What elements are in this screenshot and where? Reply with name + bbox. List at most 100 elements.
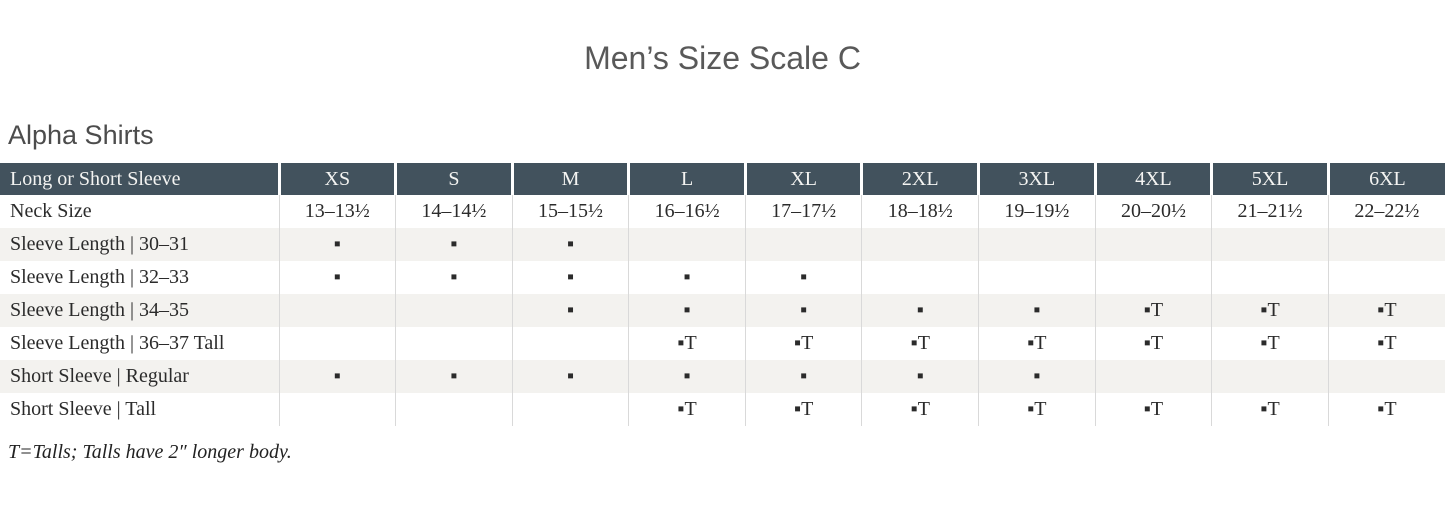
size-cell-3xl: 19–19½ <box>978 195 1096 228</box>
size-cell-l: 16–16½ <box>628 195 746 228</box>
size-cell-6xl: 22–22½ <box>1327 195 1445 228</box>
size-cell-m: ▪ <box>511 360 629 393</box>
size-cell-xl: ▪T <box>744 327 862 360</box>
size-cell-6xl <box>1327 228 1445 261</box>
size-cell-xs: 13–13½ <box>278 195 396 228</box>
header-cell-size-3xl: 3XL <box>977 163 1096 195</box>
size-cell-xl: 17–17½ <box>744 195 862 228</box>
size-chart-header: Long or Short Sleeve XS S M L XL 2XL 3XL 4XL 5XL 6… <box>0 163 1445 195</box>
size-cell-6xl <box>1327 261 1445 294</box>
size-cell-xl <box>744 228 862 261</box>
page-title: Men’s Size Scale C <box>584 40 861 76</box>
size-cell-5xl <box>1211 228 1329 261</box>
table-row: Sleeve Length | 36–37 Tall ▪T ▪T ▪T ▪T ▪T ▪T ▪T <box>0 327 1445 360</box>
size-cell-3xl <box>978 261 1096 294</box>
row-label: Sleeve Length | 34–35 <box>0 294 279 327</box>
size-cell-6xl: ▪T <box>1327 393 1445 426</box>
footnote-talls: T=Talls; Talls have 2″ longer body. <box>8 441 292 463</box>
size-cell-5xl <box>1211 360 1329 393</box>
size-cell-5xl: ▪T <box>1211 393 1329 426</box>
row-label: Sleeve Length | 36–37 Tall <box>10 332 225 354</box>
size-cell-l: ▪T <box>628 327 746 360</box>
size-cell-s <box>395 327 513 360</box>
size-cell-5xl: ▪T <box>1211 327 1329 360</box>
size-cell-5xl <box>1211 261 1329 294</box>
size-cell-5xl: ▪T <box>1211 294 1329 327</box>
size-cell-m: 15–15½ <box>511 195 629 228</box>
size-cell-3xl: ▪ <box>978 360 1096 393</box>
size-cell-l: ▪ <box>628 261 746 294</box>
section-heading-alpha-shirts: Alpha Shirts <box>8 120 154 150</box>
size-cell-3xl: ▪ <box>978 294 1096 327</box>
size-cell-l: ▪T <box>628 393 746 426</box>
size-cell-xl: ▪T <box>744 393 862 426</box>
size-cell-2xl: ▪T <box>861 393 979 426</box>
size-cell-6xl: ▪T <box>1327 327 1445 360</box>
size-cell-4xl: ▪T <box>1094 327 1212 360</box>
size-cell-m <box>511 393 629 426</box>
size-cell-s <box>395 294 513 327</box>
size-cell-xs <box>278 327 396 360</box>
row-label: Short Sleeve | Regular <box>0 360 279 393</box>
size-cell-xs: ▪ <box>278 261 396 294</box>
header-cell-size-2xl: 2XL <box>860 163 979 195</box>
size-cell-s: ▪ <box>395 228 513 261</box>
size-cell-4xl <box>1094 228 1212 261</box>
header-cell-size-xl: XL <box>743 163 862 195</box>
size-cell-l <box>628 228 746 261</box>
size-cell-xs <box>278 294 396 327</box>
table-row: Neck Size 13–13½ 14–14½ 15–15½ 16–16½ 17–17½ 1… <box>0 195 1445 228</box>
size-cell-2xl: 18–18½ <box>861 195 979 228</box>
size-cell-4xl <box>1094 360 1212 393</box>
size-cell-3xl: ▪T <box>978 327 1096 360</box>
table-row: Sleeve Length | 32–33 ▪ ▪ ▪ ▪ ▪ <box>0 261 1445 294</box>
size-cell-s: ▪ <box>395 261 513 294</box>
header-cell-size-5xl: 5XL <box>1210 163 1329 195</box>
table-row: Short Sleeve | Tall ▪T ▪T ▪T ▪T ▪T ▪T ▪T <box>0 393 1445 426</box>
size-cell-2xl: ▪ <box>861 294 979 327</box>
size-cell-4xl: ▪T <box>1094 294 1212 327</box>
size-cell-l: ▪ <box>628 360 746 393</box>
header-cell-size-l: L <box>627 163 746 195</box>
size-chart-table: Long or Short Sleeve XS S M L XL 2XL 3XL 4XL 5XL 6… <box>0 163 1445 426</box>
size-cell-xs: ▪ <box>278 228 396 261</box>
size-cell-m: ▪ <box>511 294 629 327</box>
size-cell-2xl: ▪ <box>861 360 979 393</box>
size-cell-m: ▪ <box>511 228 629 261</box>
size-cell-3xl <box>978 228 1096 261</box>
size-cell-xl: ▪ <box>744 360 862 393</box>
header-row: Long or Short Sleeve XS S M L XL 2XL 3XL 4XL 5XL 6… <box>0 163 1445 195</box>
table-row: Short Sleeve | Regular ▪ ▪ ▪ ▪ ▪ ▪ ▪ <box>0 360 1445 393</box>
size-cell-6xl <box>1327 360 1445 393</box>
header-cell-size-4xl: 4XL <box>1093 163 1212 195</box>
size-cell-m <box>511 327 629 360</box>
size-cell-4xl: ▪T <box>1094 393 1212 426</box>
header-cell-size-m: M <box>510 163 629 195</box>
size-cell-xs <box>278 393 396 426</box>
size-cell-m: ▪ <box>511 261 629 294</box>
header-cell-row-label: Long or Short Sleeve <box>0 163 279 195</box>
size-cell-xl: ▪ <box>744 261 862 294</box>
row-label: Short Sleeve | Tall <box>10 398 157 420</box>
size-cell-4xl <box>1094 261 1212 294</box>
size-chart-body: Neck Size 13–13½ 14–14½ 15–15½ 16–16½ 17–17½ 1… <box>0 195 1445 426</box>
size-cell-3xl: ▪T <box>978 393 1096 426</box>
row-label: Sleeve Length | 32–33 <box>10 266 189 288</box>
header-cell-size-s: S <box>394 163 513 195</box>
size-cell-6xl: ▪T <box>1327 294 1445 327</box>
table-row: Sleeve Length | 30–31 ▪ ▪ ▪ <box>0 228 1445 261</box>
row-label: Neck Size <box>10 200 92 222</box>
table-row: Sleeve Length | 34–35 ▪ ▪ ▪ ▪ ▪ ▪T ▪T ▪T <box>0 294 1445 327</box>
size-cell-2xl <box>861 261 979 294</box>
size-cell-xs: ▪ <box>278 360 396 393</box>
size-cell-s <box>395 393 513 426</box>
size-cell-s: 14–14½ <box>395 195 513 228</box>
header-cell-size-6xl: 6XL <box>1326 163 1445 195</box>
size-cell-s: ▪ <box>395 360 513 393</box>
size-cell-2xl: ▪T <box>861 327 979 360</box>
size-cell-2xl <box>861 228 979 261</box>
size-cell-5xl: 21–21½ <box>1211 195 1329 228</box>
size-cell-4xl: 20–20½ <box>1094 195 1212 228</box>
size-cell-xl: ▪ <box>744 294 862 327</box>
row-label: Sleeve Length | 30–31 <box>0 228 279 261</box>
